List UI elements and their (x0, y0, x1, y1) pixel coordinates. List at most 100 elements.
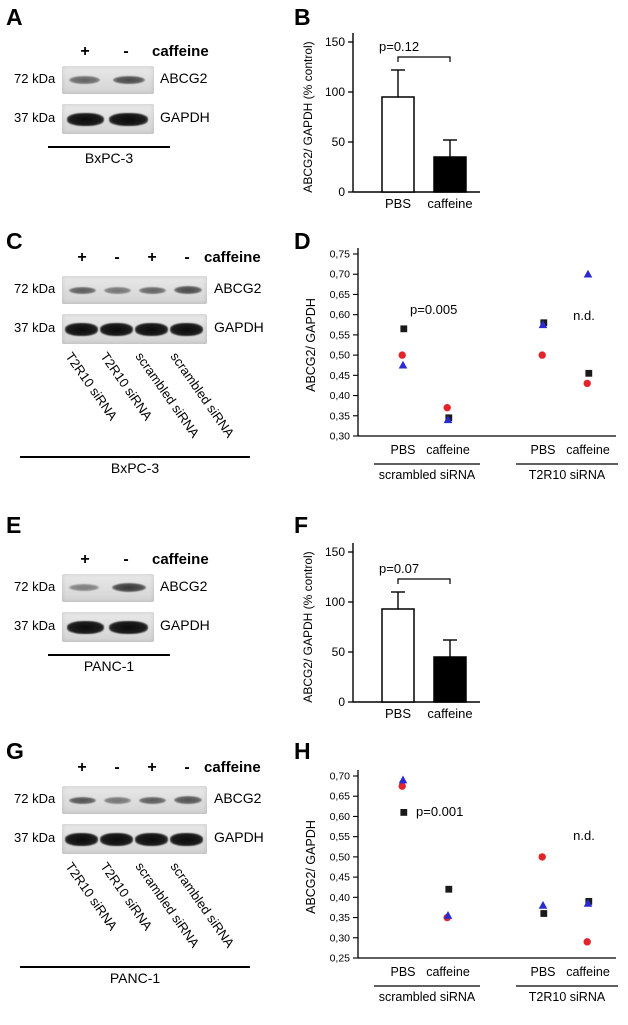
circle-marker (443, 403, 451, 412)
mw-label: 72 kDa (14, 71, 56, 86)
blot-band (109, 621, 148, 634)
protein-label: GAPDH (160, 617, 210, 633)
y-tick-label: 100 (325, 85, 345, 99)
x-category-label: caffeine (427, 196, 472, 211)
cell-line-divider (20, 456, 250, 458)
mw-label: 72 kDa (14, 579, 56, 594)
y-tick-label: 0,50 (330, 350, 351, 362)
significance-bracket (397, 56, 451, 62)
bar (433, 656, 467, 703)
square-marker (585, 369, 593, 377)
group-label: T2R10 siRNA (529, 990, 606, 1004)
western-blot-gapdh (62, 824, 207, 854)
treatment-label: caffeine (204, 249, 261, 266)
blot-band (69, 797, 96, 804)
y-tick-label: 0,35 (330, 410, 351, 422)
circle-marker (538, 853, 546, 861)
blot-band (69, 584, 99, 591)
mw-label: 37 kDa (14, 110, 56, 125)
circle-marker (538, 351, 546, 359)
blot-band (100, 323, 133, 336)
y-tick-label: 0,55 (330, 831, 351, 843)
significance-bracket (397, 578, 451, 584)
blot-band (135, 323, 168, 336)
x-condition-label: caffeine (426, 965, 470, 979)
y-tick-label: 0,75 (330, 249, 351, 261)
bar (433, 156, 467, 193)
treatment-sign: + (147, 249, 157, 266)
panel-a-letter: A (6, 4, 23, 30)
panel-g-letter: G (6, 738, 24, 764)
circle-marker (583, 379, 591, 388)
bar-chart-b: 0 50 100 150 ABCG2/ GAPDH (% control) PBS caff… (301, 33, 480, 211)
scatter-chart-d: 0,30 0,35 0,40 0,45 0,50 0,55 0,60 0,65 0,70 0,75… (304, 248, 618, 482)
y-tick-label: 50 (332, 135, 346, 149)
blot-band (100, 833, 133, 846)
cell-line-divider (48, 654, 170, 656)
blot-band (65, 833, 98, 846)
triangle-marker (538, 320, 548, 329)
y-tick-label: 0,30 (330, 431, 351, 443)
circle-marker (398, 782, 406, 790)
y-tick-label: 0,65 (330, 289, 351, 301)
y-tick-label: 0,50 (330, 851, 351, 863)
y-axis-title: ABCG2/ GAPDH (304, 298, 318, 392)
y-tick-label: 0,40 (330, 390, 351, 402)
western-blot-abcg2 (62, 786, 207, 814)
blot-band (174, 286, 202, 294)
triangle-marker (398, 360, 408, 369)
p-value: p=0.12 (379, 39, 419, 54)
blot-band (69, 287, 96, 294)
protein-label: ABCG2 (160, 70, 208, 86)
x-category-label: PBS (385, 196, 411, 211)
mw-label: 37 kDa (14, 618, 56, 633)
blot-band (170, 833, 203, 846)
western-blot-gapdh (62, 612, 154, 642)
western-blot-abcg2 (62, 574, 154, 602)
y-tick-label: 0 (338, 185, 345, 199)
treatment-sign: - (184, 759, 190, 776)
bar (381, 608, 415, 703)
cell-line-label: PANC-1 (83, 658, 135, 674)
blot-band (139, 287, 166, 294)
x-condition-label: PBS (530, 443, 555, 457)
y-tick-label: 150 (325, 545, 345, 559)
x-condition-label: caffeine (426, 443, 470, 457)
cell-line-label: BxPC-3 (110, 460, 160, 476)
group-label: scrambled siRNA (379, 468, 476, 482)
panel-e-letter: E (6, 512, 22, 538)
panel-c-letter: C (6, 228, 23, 254)
treatment-sign: - (114, 759, 120, 776)
treatment-sign-minus: - (123, 43, 129, 60)
treatment-sign: + (77, 759, 87, 776)
triangle-marker (583, 898, 593, 907)
cell-line-label: PANC-1 (109, 970, 161, 986)
mw-label: 72 kDa (14, 281, 56, 296)
triangle-marker (538, 900, 548, 909)
p-value: p=0.005 (410, 302, 457, 317)
blot-band (135, 833, 168, 846)
y-tick-label: 150 (325, 35, 345, 49)
y-tick-label: 0,40 (330, 892, 351, 904)
blot-band (104, 797, 131, 804)
p-value: p=0.07 (379, 561, 419, 576)
treatment-sign-plus: + (80, 551, 90, 568)
square-marker (400, 809, 408, 816)
p-value: p=0.001 (416, 804, 463, 819)
treatment-label: caffeine (204, 759, 261, 776)
panel-d-letter: D (294, 228, 311, 254)
y-tick-label: 0,60 (330, 309, 351, 321)
y-tick-label: 0,70 (330, 269, 351, 281)
y-tick-label: 100 (325, 595, 345, 609)
y-tick-label: 0 (338, 695, 345, 709)
y-tick-label: 0,30 (330, 932, 351, 944)
treatment-sign: - (114, 249, 120, 266)
y-tick-label: 0,55 (330, 329, 351, 341)
y-tick-label: 0,60 (330, 811, 351, 823)
x-condition-label: PBS (390, 443, 415, 457)
cell-line-divider (20, 966, 250, 968)
y-tick-label: 0,70 (330, 771, 351, 783)
triangle-marker (583, 269, 593, 278)
x-category-label: PBS (385, 706, 411, 721)
square-marker (445, 885, 453, 893)
